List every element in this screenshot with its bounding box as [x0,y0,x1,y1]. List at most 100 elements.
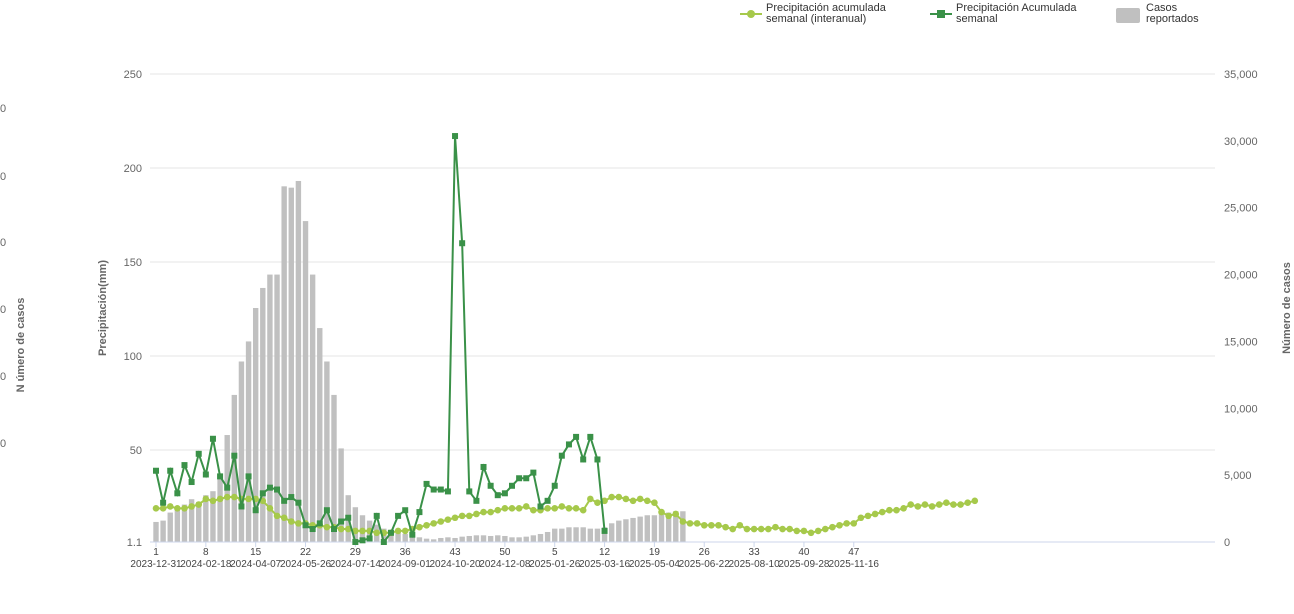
point-interanual [359,527,366,535]
bar-casos [566,527,572,542]
point-interanual [900,505,907,512]
point-interanual [829,523,836,531]
x-tick-date: 2024-02-18 [180,559,232,570]
bar-casos [423,538,430,542]
bar-casos [594,528,601,542]
point-acumulada [601,527,608,534]
legend-label-acumulada: Precipitación Acumulada semanal [956,2,1077,25]
x-tick-date: 2024-04-07 [230,559,282,570]
point-acumulada [245,473,252,480]
x-tick-date: 2024-12-08 [479,559,531,570]
point-acumulada [395,512,402,519]
point-interanual [188,503,195,510]
point-interanual [878,508,886,516]
bar-casos [409,535,416,542]
bar-casos [203,495,209,542]
point-interanual [579,506,587,514]
point-acumulada [452,133,459,140]
y-left-tick-label: 200 [124,163,142,175]
bar-casos [530,535,537,542]
point-interanual [636,495,644,503]
point-interanual [722,523,729,531]
point-acumulada [466,488,473,495]
x-tick-date: 2024-10-20 [429,559,481,570]
point-acumulada [323,507,330,514]
point-interanual [209,497,217,505]
point-acumulada [373,512,380,519]
x-tick-date: 2025-08-10 [729,559,781,570]
point-interanual [957,501,964,508]
bar-casos [473,535,480,542]
point-acumulada [359,537,366,544]
point-acumulada [551,482,558,489]
point-interanual [821,525,829,533]
point-interanual [686,520,694,527]
point-acumulada [530,469,537,476]
bar-casos [466,535,472,542]
legend[interactable]: Precipitación acumulada semanal (interan… [740,3,1240,33]
y-left-tick-label: 150 [124,257,142,269]
bar-casos [252,308,259,542]
bar-casos [245,341,252,542]
bar-casos [317,328,323,542]
x-tick-date: 2025-11-16 [829,559,880,570]
y-far-left-tick-label: 0 [0,371,6,383]
point-acumulada [252,507,259,514]
point-acumulada [153,467,159,474]
bar-casos [516,537,522,542]
point-acumulada [587,433,594,440]
point-interanual [273,512,281,520]
bar-casos [616,520,622,542]
bar-casos [480,535,487,542]
point-acumulada [331,526,337,533]
x-tick-date: 2025-01-26 [529,559,581,570]
bar-casos [452,537,458,542]
point-interanual [886,506,893,514]
bar-casos [537,533,544,542]
point-interanual [622,495,630,503]
y-far-left-axis-title: N úmero de casos [15,298,27,393]
point-interanual [337,525,345,533]
point-acumulada [231,452,238,459]
point-interanual [551,505,559,512]
point-interanual [893,506,900,514]
point-interanual [473,510,480,518]
point-interanual [765,525,772,533]
point-acumulada [437,486,444,493]
bar-casos [352,507,359,542]
point-acumulada [402,507,409,514]
legend-label-casos: Casos reportados [1146,2,1199,25]
y-right-tick-label: 0 [1224,537,1230,549]
bar-casos [160,520,166,542]
point-interanual [159,505,167,512]
point-interanual [487,508,494,516]
point-interanual [757,525,765,533]
point-interanual [779,525,786,533]
y-right-tick-label: 35,000 [1224,69,1258,81]
y-right-tick-label: 25,000 [1224,203,1258,215]
point-interanual [814,527,822,535]
bar-casos [295,180,302,542]
point-interanual [587,495,594,503]
bar-casos [644,515,650,542]
point-interanual [643,497,651,505]
point-interanual [850,520,858,527]
point-interanual [750,525,758,533]
x-tick-week: 40 [798,547,810,558]
point-acumulada [266,484,273,491]
bar-casos [274,274,280,542]
point-interanual [971,497,979,505]
point-interanual [857,514,865,522]
point-acumulada [181,462,188,469]
point-interanual [231,493,238,501]
point-interanual [287,518,295,525]
point-interanual [558,503,566,510]
point-interanual [344,525,352,533]
bar-casos [188,499,195,542]
bar-casos [630,517,636,542]
point-interanual [544,505,551,512]
point-interanual [530,506,537,514]
x-tick-date: 2024-09-01 [380,559,432,570]
bar-casos [331,394,337,542]
